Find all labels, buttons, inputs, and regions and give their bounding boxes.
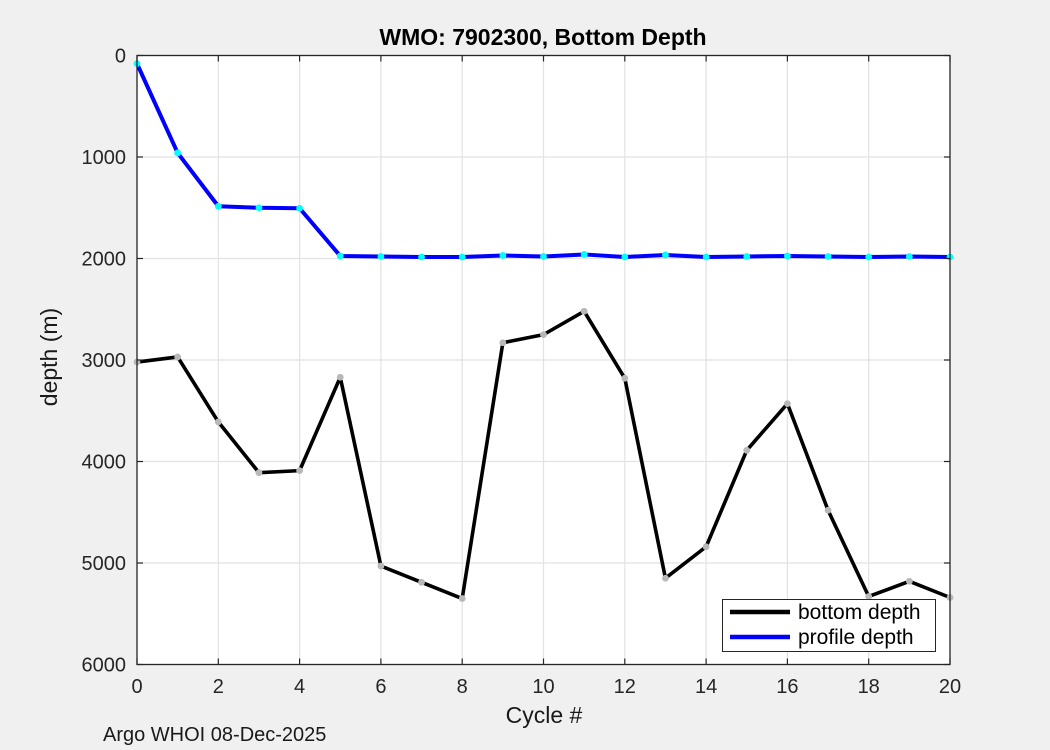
chart-title: WMO: 7902300, Bottom Depth — [379, 24, 706, 50]
data-point — [662, 574, 669, 582]
data-point — [702, 543, 710, 551]
data-point — [296, 467, 303, 475]
data-point — [214, 418, 222, 426]
data-point — [621, 253, 629, 261]
data-point — [905, 253, 913, 260]
data-point — [255, 204, 263, 212]
y-tick-label: 1000 — [82, 147, 127, 169]
data-point — [662, 251, 669, 259]
data-point — [377, 562, 385, 570]
x-tick-label: 4 — [294, 676, 305, 698]
data-point — [905, 577, 913, 585]
y-tick-label: 0 — [115, 46, 126, 68]
series-profile-depth — [133, 60, 954, 261]
data-point — [418, 253, 425, 261]
data-point — [255, 469, 263, 477]
watermark-annotation: Argo WHOI 08-Dec-2025 — [103, 724, 326, 746]
data-point — [458, 253, 466, 261]
data-point — [824, 253, 832, 260]
data-point — [621, 374, 629, 382]
data-point — [580, 251, 588, 258]
data-point — [214, 202, 222, 210]
data-point — [702, 253, 710, 261]
x-tick-label: 20 — [939, 676, 961, 698]
y-tick-labels: 0 1000 2000 3000 4000 5000 6000 — [82, 46, 127, 677]
legend: bottom depth profile depth — [722, 599, 936, 652]
y-tick-label: 6000 — [82, 655, 127, 677]
data-point — [784, 252, 791, 260]
x-tick-label: 16 — [776, 676, 798, 698]
data-point — [743, 253, 751, 260]
x-tick-label: 10 — [532, 676, 554, 698]
axes-border — [136, 54, 951, 666]
x-axis-label: Cycle # — [506, 702, 583, 728]
data-point — [174, 149, 182, 157]
legend-label-profile-depth: profile depth — [798, 626, 914, 649]
data-point — [336, 252, 344, 260]
data-point — [174, 353, 182, 361]
x-tick-label: 8 — [457, 676, 468, 698]
legend-box — [722, 599, 936, 652]
x-tick-label: 2 — [213, 676, 224, 698]
data-point — [580, 307, 588, 315]
data-point — [458, 595, 466, 602]
data-point — [296, 204, 303, 212]
legend-label-bottom-depth: bottom depth — [798, 601, 921, 624]
data-point — [824, 506, 832, 514]
data-point — [540, 253, 547, 260]
data-point — [784, 400, 791, 408]
data-point — [418, 578, 425, 586]
data-point — [743, 446, 751, 454]
data-point — [377, 253, 385, 260]
y-tick-label: 4000 — [82, 452, 127, 474]
x-tick-label: 12 — [614, 676, 636, 698]
data-point — [336, 373, 344, 381]
x-tick-label: 18 — [858, 676, 880, 698]
x-tick-labels: 0 2 4 6 8 10 12 14 16 18 20 — [131, 676, 961, 698]
x-tick-label: 14 — [695, 676, 717, 698]
data-point — [540, 331, 547, 339]
data-point — [499, 252, 507, 259]
data-point — [865, 593, 873, 600]
data-point — [865, 253, 873, 261]
y-tick-label: 2000 — [82, 249, 127, 271]
x-tick-label: 6 — [375, 676, 386, 698]
y-axis-label: depth (m) — [36, 308, 62, 406]
y-tick-label: 3000 — [82, 350, 127, 372]
x-tick-label: 0 — [131, 676, 142, 698]
y-tick-label: 5000 — [82, 553, 127, 575]
data-point — [499, 339, 507, 347]
